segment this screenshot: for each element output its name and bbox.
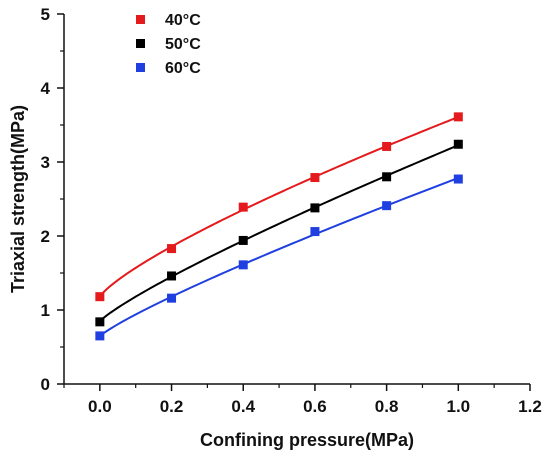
x-tick-label: 1.2 <box>518 397 542 416</box>
data-point-series-2 <box>95 331 105 341</box>
data-point-series-0 <box>453 112 463 122</box>
data-point-series-1 <box>310 203 320 213</box>
plot-area <box>95 112 463 341</box>
data-point-series-0 <box>167 244 177 254</box>
legend-marker-series-0 <box>136 15 145 24</box>
data-point-series-0 <box>382 141 392 151</box>
data-point-series-2 <box>310 227 320 237</box>
legend: 40°C 50°C 60°C <box>136 12 201 77</box>
data-point-series-2 <box>167 293 177 303</box>
data-point-series-1 <box>95 317 105 327</box>
data-point-series-0 <box>238 202 248 212</box>
x-tick-label: 0.2 <box>160 397 184 416</box>
legend-marker-series-2 <box>136 63 145 72</box>
fit-line-series-1 <box>99 144 459 323</box>
legend-label-series-0: 40°C <box>165 12 201 29</box>
data-point-series-0 <box>95 292 105 302</box>
data-point-series-1 <box>238 235 248 245</box>
y-tick-label: 4 <box>41 79 51 98</box>
y-tick-label: 0 <box>41 375 50 394</box>
data-point-series-1 <box>167 271 177 281</box>
y-tick-label: 5 <box>41 5 50 24</box>
x-tick-label: 1.0 <box>446 397 470 416</box>
x-tick-label: 0.0 <box>88 397 112 416</box>
y-tick-label: 3 <box>41 153 50 172</box>
legend-label-series-2: 60°C <box>165 60 201 77</box>
y-tick-label: 2 <box>41 227 50 246</box>
data-point-series-2 <box>382 201 392 211</box>
data-point-series-1 <box>382 172 392 182</box>
x-tick-label: 0.4 <box>231 397 255 416</box>
x-axis-title: Confining pressure(MPa) <box>200 430 414 450</box>
data-point-series-2 <box>238 260 248 270</box>
axes: 0.0 0.2 0.4 0.6 0.8 1.0 1.2 0 1 2 3 4 5 <box>41 5 542 416</box>
legend-marker-series-1 <box>136 39 145 48</box>
fit-line-series-0 <box>99 116 459 298</box>
y-tick-label: 1 <box>41 301 50 320</box>
data-point-series-2 <box>453 174 463 184</box>
data-point-series-0 <box>310 173 320 183</box>
y-axis-title: Triaxial strength(MPa) <box>8 105 28 293</box>
legend-label-series-1: 50°C <box>165 36 201 53</box>
x-tick-label: 0.8 <box>375 397 399 416</box>
fit-line-series-2 <box>99 177 459 338</box>
data-point-series-1 <box>453 139 463 149</box>
x-tick-label: 0.6 <box>303 397 327 416</box>
